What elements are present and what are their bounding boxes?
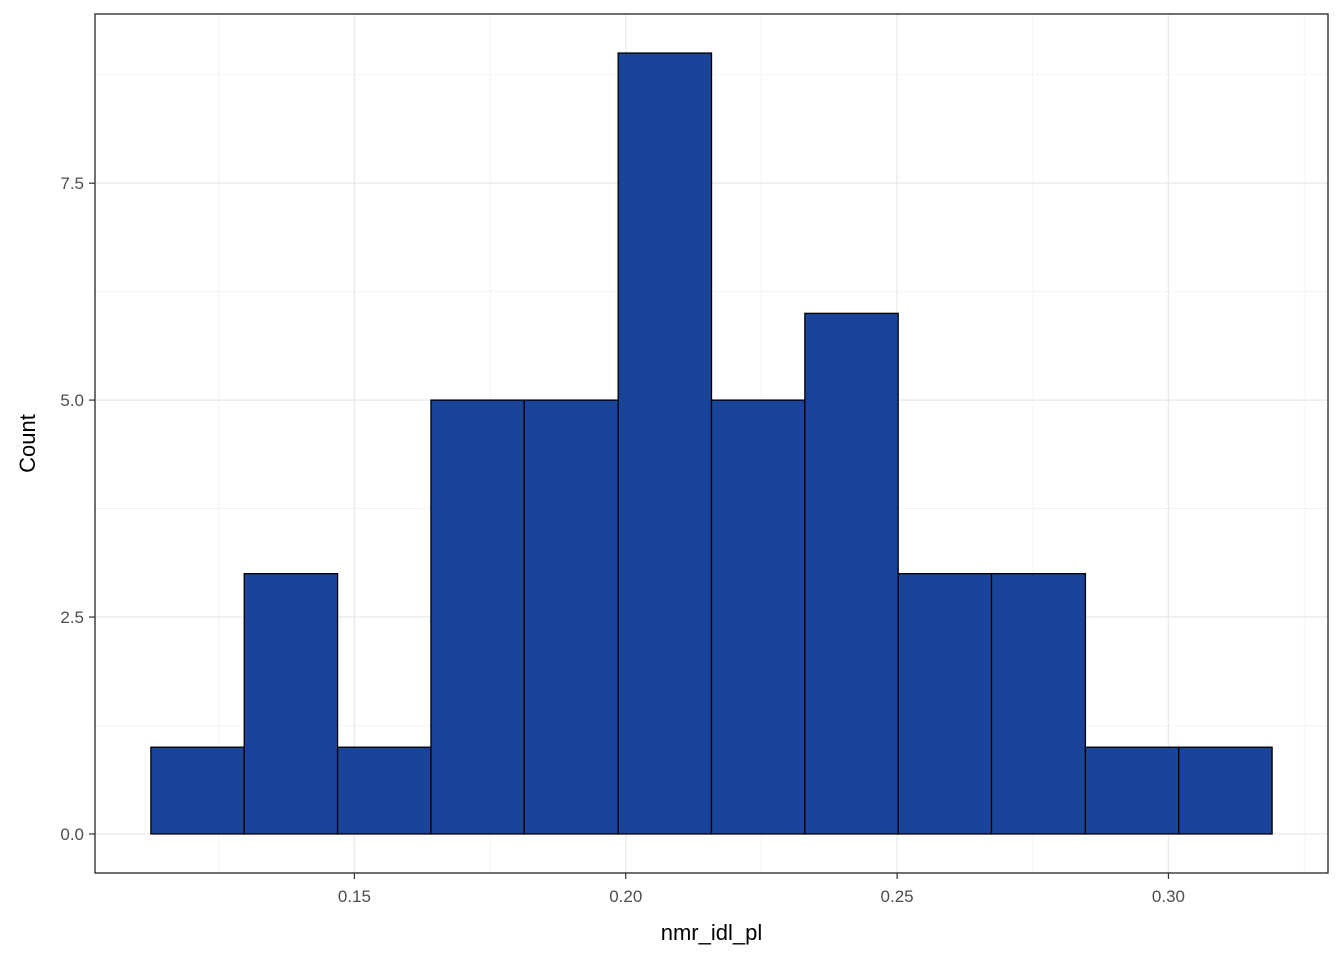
- y-tick-label: 7.5: [60, 174, 84, 193]
- y-axis-title: Count: [15, 414, 40, 473]
- x-axis: 0.15 0.20 0.25 0.30: [338, 873, 1185, 906]
- histogram-bar: [1178, 746, 1273, 835]
- histogram-bar: [710, 399, 806, 835]
- y-tick-label: 2.5: [60, 608, 84, 627]
- histogram-bar: [990, 573, 1087, 835]
- histogram-bar: [150, 746, 245, 835]
- x-tick-label: 0.25: [881, 887, 914, 906]
- x-tick-label: 0.15: [338, 887, 371, 906]
- histogram-bar: [1084, 746, 1180, 835]
- x-tick-label: 0.30: [1152, 887, 1185, 906]
- histogram-bar: [243, 573, 339, 835]
- y-tick-label: 0.0: [60, 825, 84, 844]
- x-tick-label: 0.20: [609, 887, 642, 906]
- y-axis: 0.0 2.5 5.0 7.5: [60, 174, 95, 844]
- histogram-bar: [523, 399, 619, 835]
- histogram-bars: [150, 52, 1273, 835]
- x-axis-title: nmr_idl_pl: [661, 920, 763, 945]
- panel-border: [94, 13, 1329, 874]
- histogram-bar: [430, 399, 525, 835]
- histogram-bar: [804, 312, 899, 835]
- histogram-bar: [336, 746, 432, 835]
- histogram-bar: [617, 52, 713, 835]
- y-tick-label: 5.0: [60, 391, 84, 410]
- histogram-bar: [897, 573, 993, 835]
